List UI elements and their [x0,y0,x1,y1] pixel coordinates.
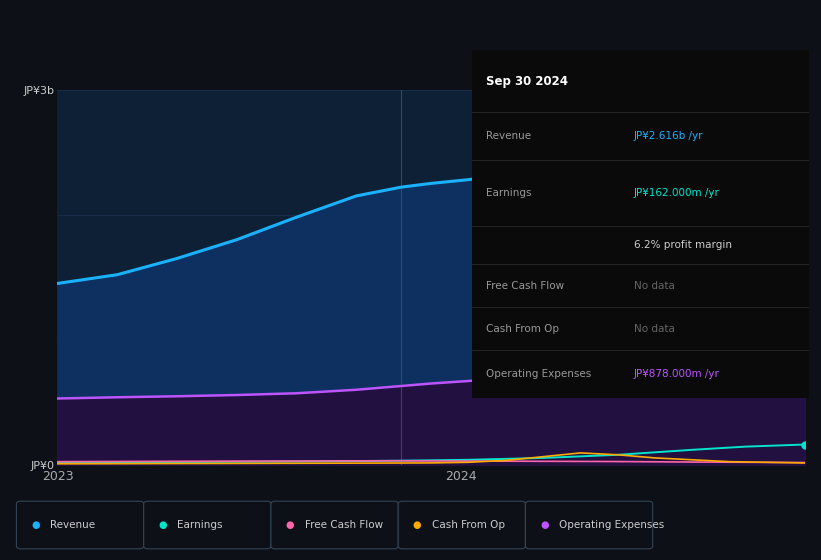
Text: ●: ● [413,520,421,530]
Text: Cash From Op: Cash From Op [432,520,505,530]
Text: 6.2% profit margin: 6.2% profit margin [634,240,732,250]
Text: ●: ● [158,520,167,530]
Text: ●: ● [31,520,39,530]
Text: Free Cash Flow: Free Cash Flow [485,281,564,291]
Text: JP¥878.000m /yr: JP¥878.000m /yr [634,369,719,379]
Text: Free Cash Flow: Free Cash Flow [305,520,383,530]
Text: JP¥162.000m /yr: JP¥162.000m /yr [634,188,719,198]
Text: Operating Expenses: Operating Expenses [559,520,664,530]
Text: ●: ● [286,520,294,530]
Text: Cash From Op: Cash From Op [485,324,558,334]
Text: JP¥2.616b /yr: JP¥2.616b /yr [634,131,703,141]
Text: Earnings: Earnings [177,520,222,530]
Text: Sep 30 2024: Sep 30 2024 [485,75,567,88]
Text: Earnings: Earnings [485,188,531,198]
Text: No data: No data [634,281,675,291]
Text: Operating Expenses: Operating Expenses [485,369,591,379]
Text: ●: ● [540,520,548,530]
Text: Revenue: Revenue [50,520,95,530]
Text: No data: No data [634,324,675,334]
Text: Revenue: Revenue [485,131,530,141]
